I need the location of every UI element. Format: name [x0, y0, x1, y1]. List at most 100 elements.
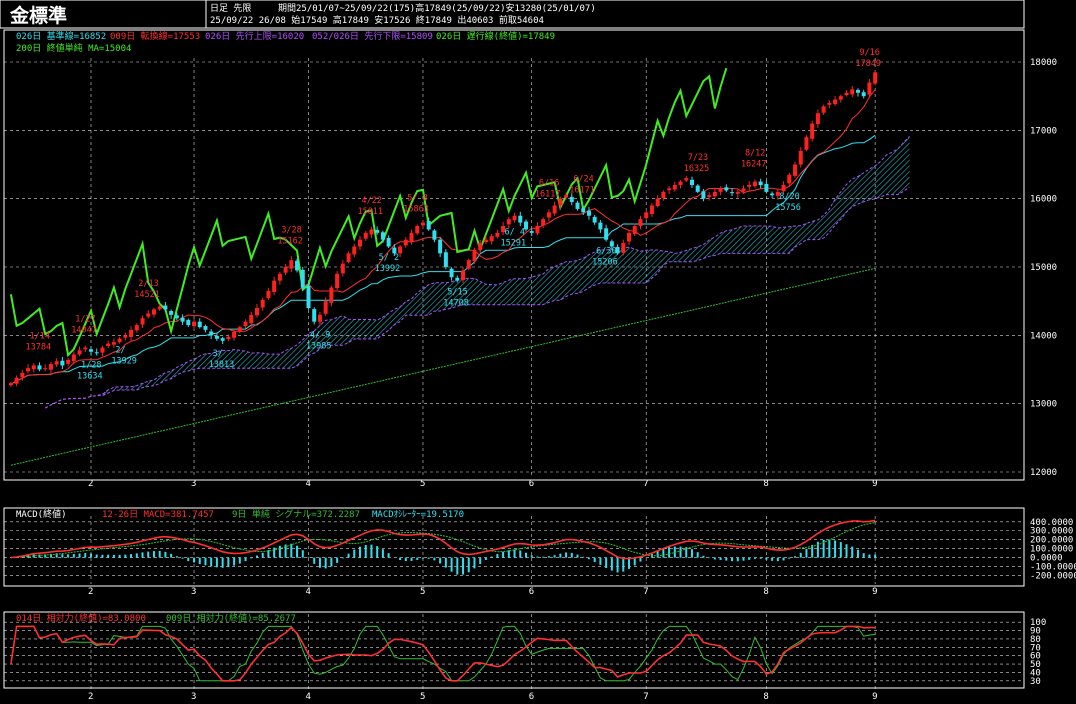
peak-date-label: 8/20	[779, 192, 799, 202]
candle-body	[449, 268, 454, 278]
legend-signal: 9日 単純 シグナル=372.2287	[232, 508, 360, 520]
candle-body	[770, 193, 775, 196]
peak-date-label: 6/30	[596, 247, 616, 257]
candle-body	[787, 174, 792, 184]
x-tick-label: 2	[88, 479, 93, 489]
candle-body	[586, 210, 591, 216]
peak-value-label: 13929	[111, 356, 137, 366]
candle-body	[186, 320, 191, 326]
legend-span-a: 026日 先行上限=16020	[205, 30, 304, 42]
candle-body	[117, 338, 122, 343]
x-tick-label: 7	[643, 479, 648, 489]
candle-body	[375, 229, 380, 233]
header-ohlc: 25/09/22 26/08 始17549 高17849 安17526 終178…	[210, 14, 544, 26]
rsi9-line	[10, 625, 876, 682]
macd-plot: 400.0000300.0000200.0000100.00000.0000-1…	[4, 516, 1076, 597]
x-tick-label: 3	[191, 692, 196, 702]
y-tick-label: 100.0000	[1030, 545, 1073, 555]
y-tick-label: 300.0000	[1030, 527, 1073, 537]
legend-rsi14: 014日 相対力(終値)=83.0800	[16, 612, 146, 624]
x-tick-label: 7	[643, 587, 648, 597]
candle-body	[627, 232, 632, 242]
candle-body	[861, 92, 866, 97]
candle-body	[243, 321, 248, 327]
x-tick-label: 7	[643, 692, 648, 702]
y-tick-label: 60	[1030, 652, 1041, 662]
candle-body	[592, 216, 597, 223]
peak-value-label: 13784	[25, 342, 51, 352]
y-tick-label: 80	[1030, 635, 1041, 645]
peak-value-label: 14708	[443, 298, 469, 308]
candle-body	[26, 368, 31, 372]
candle-body	[569, 196, 574, 203]
candle-body	[684, 178, 689, 181]
candle-body	[855, 89, 860, 93]
candle-body	[300, 269, 305, 288]
y-tick-label: 90	[1030, 627, 1041, 637]
candle-body	[386, 238, 391, 247]
candle-body	[289, 260, 294, 269]
peak-value-label: 13985	[306, 342, 332, 352]
candle-body	[237, 327, 242, 332]
candle-body	[146, 313, 151, 317]
candle-body	[403, 239, 408, 246]
legend-kijun: 026日 基準線=16852	[16, 30, 106, 42]
y-tick-label: 14000	[1030, 331, 1057, 341]
peak-date-label: 3/	[213, 349, 223, 359]
x-tick-label: 9	[872, 479, 877, 489]
candle-body	[815, 113, 820, 125]
peak-date-label: 6/16	[539, 178, 559, 188]
tenkan-line	[10, 89, 876, 385]
candle-body	[369, 229, 374, 235]
candle-body	[317, 314, 322, 322]
x-tick-label: 5	[420, 479, 425, 489]
candle-body	[512, 215, 517, 221]
y-tick-label: 50	[1030, 660, 1041, 670]
legend-ma200: 200日 終値単純 MA=15004	[16, 42, 131, 54]
candle-body	[277, 273, 282, 281]
candle-body	[833, 99, 838, 105]
candle-body	[581, 208, 586, 213]
candle-body	[432, 230, 437, 240]
candle-body	[632, 226, 637, 234]
peak-value-label: 16325	[684, 164, 710, 174]
candle-body	[398, 246, 403, 254]
peak-value-label: 15756	[775, 203, 801, 213]
candle-body	[712, 191, 717, 197]
candle-body	[558, 198, 563, 206]
peak-date-label: 2/13	[138, 279, 158, 289]
candle-body	[689, 179, 694, 185]
x-tick-label: 6	[529, 692, 534, 702]
candle-body	[552, 205, 557, 214]
candle-body	[8, 383, 13, 386]
candle-body	[730, 192, 735, 194]
peak-date-label: 1/14	[29, 331, 49, 341]
peak-date-label: 8/12	[745, 149, 765, 159]
x-tick-label: 2	[88, 587, 93, 597]
rsi-panel-frame	[3, 611, 1025, 689]
candle-body	[838, 96, 843, 100]
candle-body	[644, 212, 649, 219]
x-tick-label: 4	[305, 587, 310, 597]
x-tick-label: 5	[420, 587, 425, 597]
candle-body	[718, 188, 723, 192]
candle-body	[506, 219, 511, 225]
candle-body	[461, 270, 466, 281]
candle-body	[340, 263, 345, 274]
x-tick-label: 6	[529, 587, 534, 597]
macd-line	[10, 519, 876, 560]
candle-body	[655, 198, 660, 207]
candle-body	[48, 364, 53, 370]
candle-body	[134, 325, 139, 331]
candle-body	[575, 202, 580, 209]
candle-body	[312, 309, 317, 322]
span-a-line	[44, 135, 910, 409]
y-tick-label: 30	[1030, 677, 1041, 687]
candle-body	[31, 365, 36, 370]
candle-body	[323, 301, 328, 314]
candle-body	[775, 191, 780, 196]
header-period: 期間25/01/07~25/09/22(175)高17849(25/09/22)…	[278, 2, 596, 14]
candle-body	[106, 343, 111, 346]
peak-value-label: 15206	[592, 258, 618, 268]
